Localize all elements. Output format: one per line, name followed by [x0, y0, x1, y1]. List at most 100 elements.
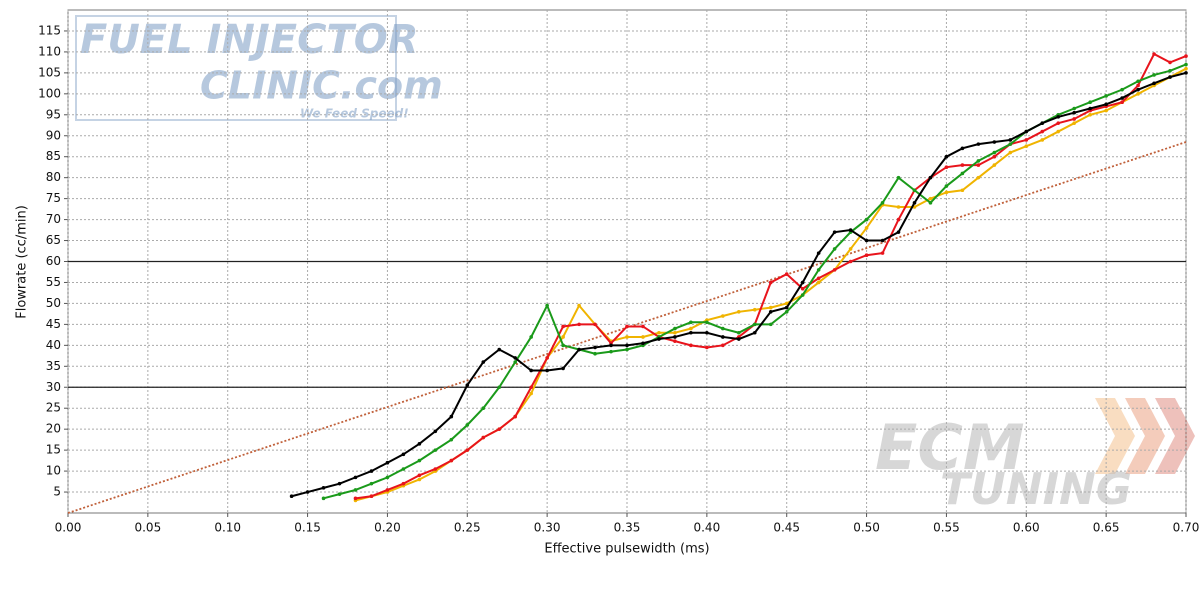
point — [497, 347, 502, 352]
x-axis-label: Effective pulsewidth (ms) — [544, 542, 709, 557]
point — [992, 140, 997, 144]
point — [992, 163, 997, 167]
point — [625, 324, 629, 329]
point — [816, 276, 821, 281]
point — [1088, 112, 1092, 117]
point — [433, 467, 438, 471]
point — [609, 349, 613, 354]
point — [513, 356, 517, 360]
y-tick-label: 10 — [46, 464, 61, 478]
point — [593, 345, 597, 350]
point — [289, 494, 294, 499]
point — [1168, 68, 1172, 73]
point — [337, 481, 342, 486]
point — [880, 201, 885, 205]
y-axis-label: Flowrate (cc/min) — [15, 205, 30, 319]
point — [305, 490, 310, 494]
point — [625, 343, 629, 348]
point — [721, 335, 725, 339]
point — [912, 188, 917, 193]
point — [928, 175, 933, 180]
point — [625, 335, 629, 339]
point — [625, 347, 629, 352]
point — [433, 429, 438, 434]
y-tick-label: 90 — [46, 128, 61, 142]
point — [1104, 102, 1108, 107]
point — [545, 303, 549, 308]
point — [673, 339, 677, 343]
point — [1088, 100, 1092, 105]
x-tick-label: 0.55 — [933, 521, 960, 535]
point — [673, 335, 677, 339]
point — [976, 159, 981, 163]
y-tick-label: 30 — [46, 380, 61, 394]
point — [864, 217, 869, 222]
point — [513, 360, 517, 364]
y-tick-label: 85 — [46, 149, 61, 163]
point — [1056, 115, 1061, 119]
y-tick-label: 115 — [38, 23, 61, 37]
point — [784, 305, 789, 310]
point — [721, 343, 725, 348]
point — [1136, 79, 1140, 84]
point — [784, 301, 789, 306]
point — [1008, 150, 1013, 155]
point — [401, 481, 406, 486]
point — [321, 496, 326, 501]
logo-frame — [75, 15, 397, 121]
point — [705, 330, 709, 335]
point — [721, 314, 725, 318]
point — [353, 475, 358, 480]
point — [673, 330, 677, 335]
point — [1008, 138, 1013, 142]
point — [689, 343, 693, 348]
point — [337, 492, 342, 496]
watermark: We Feed Speed! — [300, 107, 409, 121]
point — [721, 326, 725, 331]
point — [832, 230, 837, 234]
point — [912, 201, 917, 205]
point — [593, 322, 597, 327]
point — [896, 175, 901, 180]
x-tick-label: 0.10 — [214, 521, 241, 535]
point — [944, 190, 949, 195]
y-tick-label: 95 — [46, 107, 61, 121]
x-tick-label: 0.50 — [853, 521, 880, 535]
y-tick-label: 110 — [38, 44, 61, 58]
y-tick-label: 60 — [46, 254, 61, 268]
point — [561, 335, 565, 339]
point — [832, 268, 837, 272]
point — [689, 326, 693, 331]
point — [465, 383, 470, 387]
point — [1152, 52, 1156, 56]
point — [1056, 121, 1061, 125]
point — [960, 171, 965, 176]
point — [944, 154, 949, 159]
y-tick-label: 15 — [46, 443, 61, 457]
point — [1024, 144, 1029, 149]
point — [752, 330, 757, 335]
x-tick-label: 0.60 — [1013, 521, 1040, 535]
point — [449, 437, 454, 442]
y-tick-label: 100 — [38, 86, 61, 100]
point — [369, 494, 374, 499]
point — [705, 320, 709, 325]
point — [353, 496, 358, 501]
point — [417, 442, 422, 446]
point — [768, 305, 773, 310]
point — [1120, 96, 1124, 100]
point — [465, 448, 470, 452]
point — [561, 324, 565, 329]
point — [976, 175, 981, 180]
point — [1136, 92, 1140, 96]
point — [1040, 138, 1045, 142]
point — [1152, 81, 1156, 86]
point — [497, 385, 502, 390]
point — [1136, 83, 1140, 88]
point — [385, 460, 390, 465]
point — [481, 406, 486, 411]
x-tick-label: 0.65 — [1093, 521, 1120, 535]
x-tick-label: 0.00 — [55, 521, 82, 535]
point — [529, 385, 533, 390]
point — [737, 330, 741, 335]
